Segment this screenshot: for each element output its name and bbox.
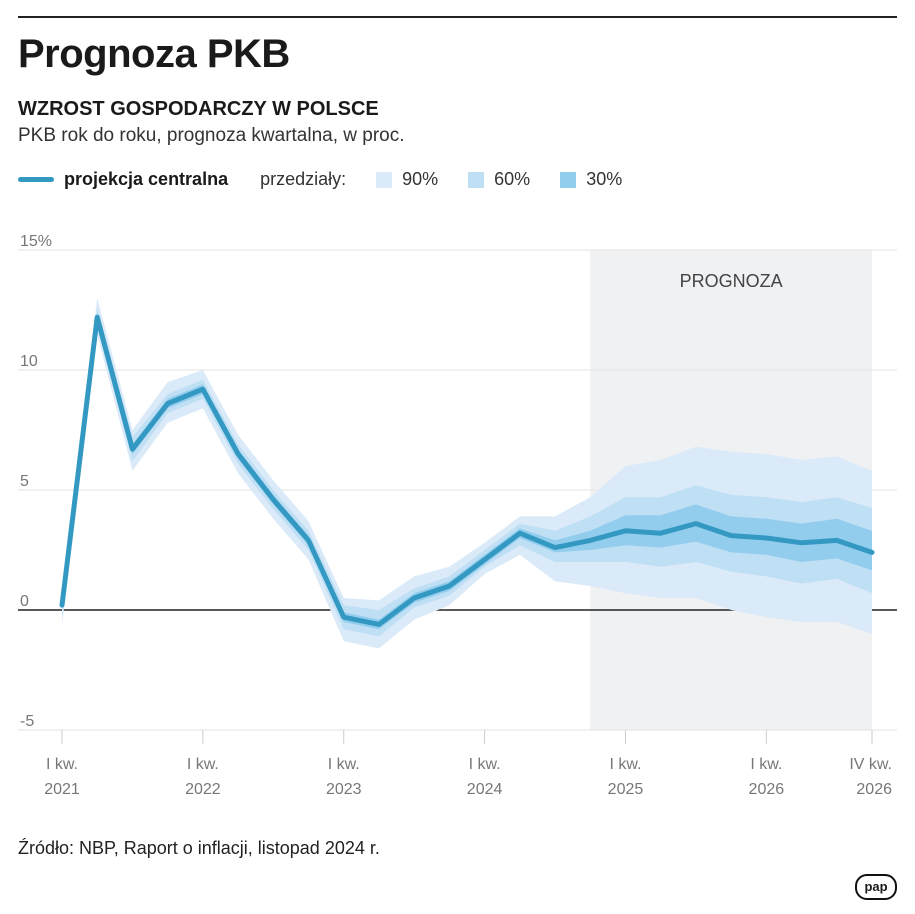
x-tick-quarter: I kw. — [328, 756, 360, 773]
legend-swatch-90 — [376, 171, 393, 188]
y-tick-label: -5 — [20, 713, 34, 730]
top-rule — [18, 16, 897, 18]
legend-intervals-label: przedziały: — [260, 169, 347, 189]
central-projection-line — [59, 314, 875, 627]
x-tick-quarter: I kw. — [469, 756, 501, 773]
source-note: Źródło: NBP, Raport o inflacji, listopad… — [18, 838, 380, 858]
legend-line-swatch — [18, 177, 54, 182]
legend-90: 90% — [402, 169, 439, 189]
x-tick-year: 2026 — [856, 781, 892, 798]
x-tick-quarter: I kw. — [750, 756, 782, 773]
x-tick-quarter: I kw. — [609, 756, 641, 773]
y-tick-label: 5 — [20, 473, 29, 490]
y-tick-label: 0 — [20, 593, 29, 610]
legend-swatch-30 — [560, 171, 577, 188]
legend-60: 60% — [494, 169, 531, 189]
x-tick-year: 2026 — [749, 781, 785, 798]
y-tick-label: 15% — [20, 233, 52, 250]
legend-central: projekcja centralna — [64, 169, 229, 189]
chart-subtitle: WZROST GOSPODARCZY W POLSCE — [18, 98, 379, 120]
x-tick-quarter: I kw. — [46, 756, 78, 773]
x-tick-quarter: IV kw. — [849, 756, 892, 773]
x-tick-year: 2021 — [44, 781, 80, 798]
pap-logo: pap — [855, 874, 897, 900]
x-tick-year: 2025 — [608, 781, 644, 798]
y-tick-label: 10 — [20, 353, 38, 370]
band-60 — [62, 307, 872, 637]
x-tick-year: 2022 — [185, 781, 221, 798]
legend: projekcja centralna przedziały: 90% 60% … — [18, 169, 622, 190]
legend-30: 30% — [586, 169, 623, 189]
chart-description: PKB rok do roku, prognoza kwartalna, w p… — [18, 125, 405, 146]
forecast-label: PROGNOZA — [680, 271, 783, 291]
x-tick-quarter: I kw. — [187, 756, 219, 773]
x-tick-year: 2023 — [326, 781, 362, 798]
legend-swatch-60 — [468, 171, 485, 188]
x-tick-year: 2024 — [467, 781, 503, 798]
page-title: Prognoza PKB — [18, 32, 290, 76]
